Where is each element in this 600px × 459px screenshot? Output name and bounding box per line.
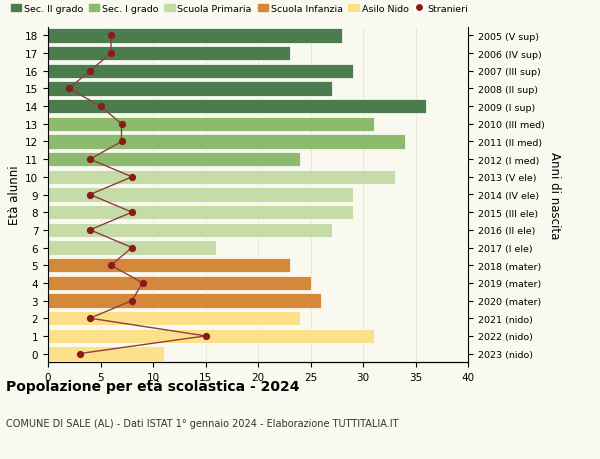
Bar [48, 347, 163, 361]
Bar [48, 258, 290, 273]
Bar [48, 47, 290, 61]
Point [74, 350, 84, 358]
Bar [48, 276, 311, 291]
Text: COMUNE DI SALE (AL) - Dati ISTAT 1° gennaio 2024 - Elaborazione TUTTITALIA.IT: COMUNE DI SALE (AL) - Dati ISTAT 1° genn… [6, 418, 398, 428]
Y-axis label: Età alunni: Età alunni [8, 165, 21, 225]
Point [127, 297, 137, 305]
Bar [48, 206, 353, 220]
Bar [48, 294, 321, 308]
Bar [48, 329, 373, 343]
Bar [48, 188, 353, 202]
Point [200, 332, 211, 340]
Bar [48, 170, 395, 185]
Point [127, 174, 137, 181]
Point [138, 280, 148, 287]
Bar [48, 223, 331, 238]
Y-axis label: Anni di nascita: Anni di nascita [548, 151, 561, 239]
Bar [48, 100, 426, 114]
Legend: Sec. II grado, Sec. I grado, Scuola Primaria, Scuola Infanzia, Asilo Nido, Stran: Sec. II grado, Sec. I grado, Scuola Prim… [11, 5, 468, 14]
Point [64, 85, 74, 93]
Text: Popolazione per età scolastica - 2024: Popolazione per età scolastica - 2024 [6, 379, 299, 393]
Bar [48, 152, 300, 167]
Bar [48, 241, 216, 255]
Point [116, 121, 127, 128]
Point [106, 262, 116, 269]
Point [96, 103, 106, 111]
Bar [48, 64, 353, 79]
Bar [48, 135, 405, 149]
Point [85, 315, 95, 322]
Point [116, 139, 127, 146]
Bar [48, 118, 373, 132]
Point [85, 227, 95, 234]
Point [106, 50, 116, 58]
Point [127, 209, 137, 216]
Point [127, 244, 137, 252]
Bar [48, 29, 342, 44]
Bar [48, 311, 300, 326]
Bar [48, 82, 331, 96]
Point [85, 68, 95, 75]
Point [106, 33, 116, 40]
Point [85, 156, 95, 163]
Point [85, 191, 95, 199]
